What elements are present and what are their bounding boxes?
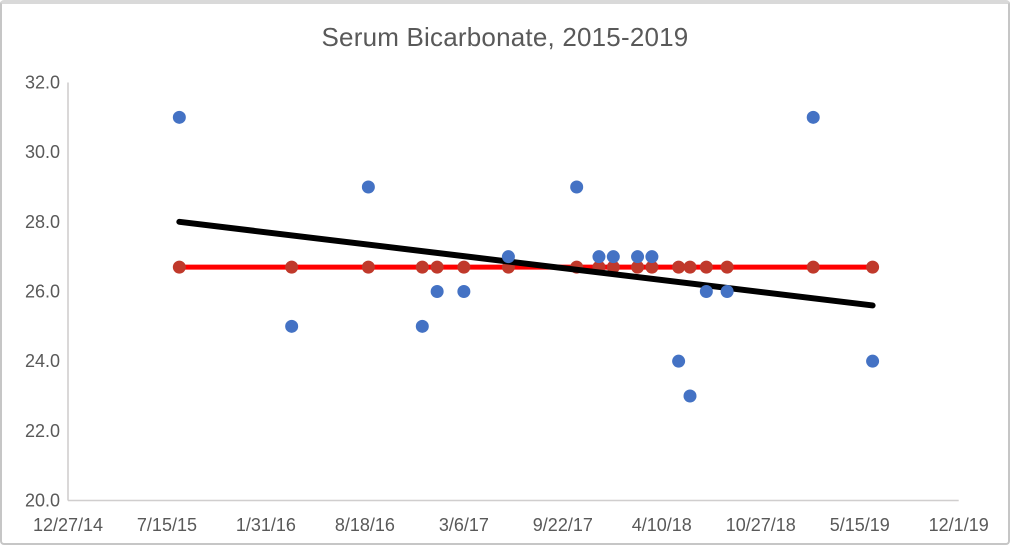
y-tick-label: 32.0 bbox=[25, 73, 60, 93]
data-point bbox=[672, 354, 686, 368]
x-tick-label: 8/18/16 bbox=[335, 515, 395, 535]
data-point bbox=[592, 250, 606, 264]
trend-line bbox=[176, 218, 876, 309]
x-tick-label: 7/15/15 bbox=[137, 515, 197, 535]
mean-marker bbox=[172, 260, 186, 274]
mean-marker bbox=[457, 260, 471, 274]
data-point bbox=[699, 285, 713, 298]
data-point bbox=[645, 250, 659, 264]
data-point bbox=[285, 319, 299, 333]
data-point bbox=[430, 285, 444, 298]
y-tick-label: 30.0 bbox=[25, 142, 60, 162]
y-tick-label: 20.0 bbox=[25, 491, 60, 511]
data-point bbox=[866, 354, 880, 368]
data-point bbox=[631, 250, 645, 264]
data-point bbox=[361, 180, 375, 194]
mean-marker bbox=[285, 260, 299, 274]
mean-marker bbox=[606, 260, 620, 274]
mean-marker bbox=[631, 260, 645, 274]
mean-marker bbox=[361, 260, 375, 274]
mean-marker bbox=[699, 260, 713, 274]
x-tick-label: 12/27/14 bbox=[33, 515, 103, 535]
data-point bbox=[457, 285, 471, 298]
data-point bbox=[172, 110, 186, 124]
mean-marker bbox=[866, 260, 880, 274]
y-tick-label: 22.0 bbox=[25, 421, 60, 441]
x-tick-label: 1/31/16 bbox=[236, 515, 296, 535]
data-point bbox=[720, 285, 734, 298]
data-point bbox=[570, 180, 584, 194]
x-tick-label: 5/15/19 bbox=[830, 515, 890, 535]
mean-marker bbox=[806, 260, 820, 274]
x-tick-label: 4/10/18 bbox=[632, 515, 692, 535]
mean-marker bbox=[415, 260, 429, 274]
chart-title: Serum Bicarbonate, 2015-2019 bbox=[321, 22, 689, 52]
x-tick-label: 3/6/17 bbox=[439, 515, 489, 535]
data-point bbox=[683, 389, 697, 403]
mean-marker bbox=[720, 260, 734, 274]
mean-marker bbox=[430, 260, 444, 274]
data-point bbox=[501, 250, 515, 264]
x-tick-label: 12/1/19 bbox=[929, 515, 989, 535]
y-tick-label: 24.0 bbox=[25, 351, 60, 371]
y-tick-label: 26.0 bbox=[25, 282, 60, 302]
chart-plot: 20.0 22.0 24.0 26.0 28.0 30.0 32.0 12/27/14 7/15… bbox=[25, 73, 989, 536]
data-point bbox=[806, 110, 820, 124]
y-tick-label: 28.0 bbox=[25, 212, 60, 232]
mean-marker bbox=[683, 260, 697, 274]
mean-marker bbox=[645, 260, 659, 274]
data-point bbox=[415, 319, 429, 333]
x-tick-label: 10/27/18 bbox=[726, 515, 796, 535]
x-tick-label: 9/22/17 bbox=[533, 515, 593, 535]
data-point bbox=[606, 250, 620, 264]
mean-marker bbox=[672, 260, 686, 274]
